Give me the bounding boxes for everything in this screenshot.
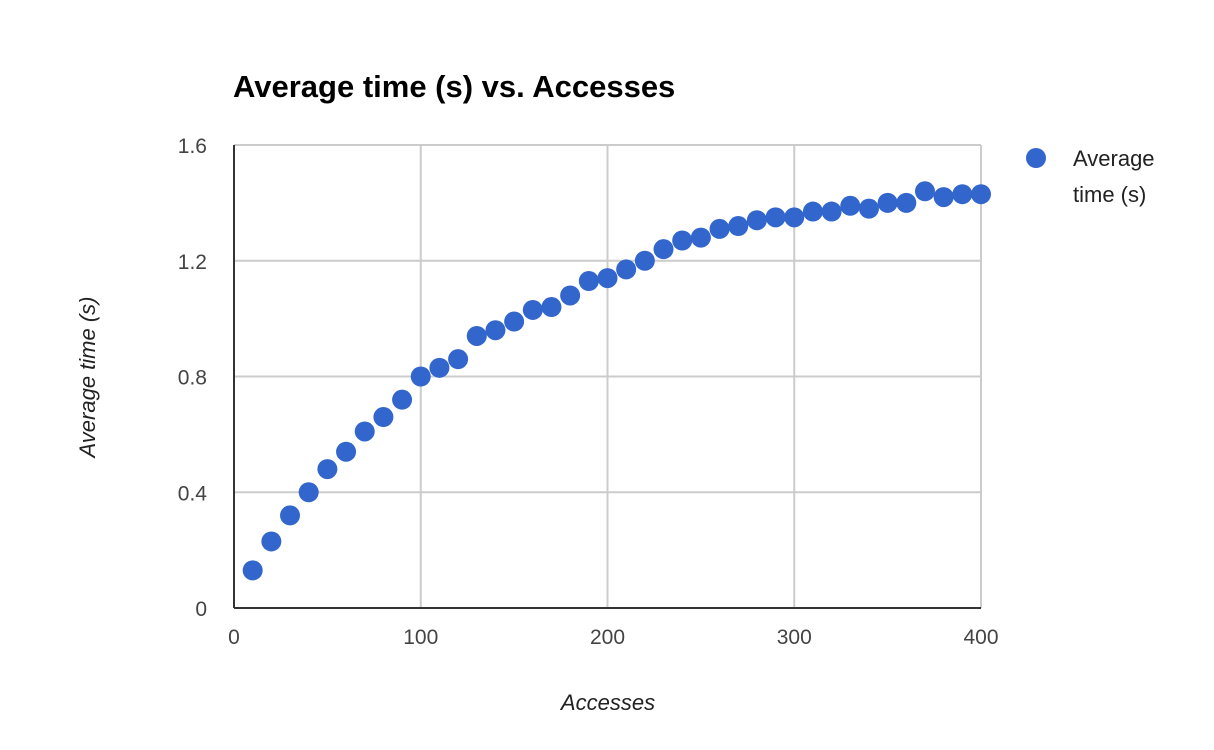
data-point <box>392 389 413 410</box>
data-point <box>448 349 469 370</box>
data-point <box>485 320 506 341</box>
data-point <box>971 184 991 205</box>
legend-marker <box>1026 148 1046 168</box>
data-point <box>261 531 282 552</box>
data-point <box>298 482 319 503</box>
tick-labels: 0 100 200 300 400 0 0.4 0.8 1.2 1.6 <box>178 135 999 649</box>
data-points <box>242 181 991 581</box>
legend-label-line-2: time (s) <box>1073 182 1146 207</box>
x-tick-label: 400 <box>963 626 998 649</box>
data-point <box>541 297 562 318</box>
data-point <box>653 239 674 260</box>
axes <box>233 145 981 609</box>
data-point <box>429 357 450 378</box>
data-point <box>952 184 973 205</box>
y-axis-title: Average time (s) <box>75 297 100 460</box>
data-point <box>690 227 711 248</box>
data-point <box>933 187 954 208</box>
y-tick-label: 0 <box>195 598 207 621</box>
chart-title: Average time (s) vs. Accesses <box>233 69 675 104</box>
data-point <box>709 218 730 239</box>
data-point <box>504 311 525 332</box>
data-point <box>877 192 898 213</box>
x-tick-label: 200 <box>590 626 625 649</box>
data-point <box>522 299 543 320</box>
data-point <box>317 459 338 480</box>
y-tick-label: 0.8 <box>178 367 207 390</box>
x-tick-label: 100 <box>403 626 438 649</box>
data-point <box>373 407 394 428</box>
data-point <box>728 216 749 237</box>
data-point <box>634 250 655 271</box>
data-point <box>560 285 581 306</box>
legend: Average time (s) <box>1026 146 1155 207</box>
x-tick-label: 300 <box>777 626 812 649</box>
data-point <box>336 441 357 462</box>
y-tick-label: 1.2 <box>178 251 207 274</box>
data-point <box>802 201 823 222</box>
data-point <box>280 505 301 526</box>
data-point <box>616 259 637 280</box>
data-point <box>746 210 767 231</box>
data-point <box>466 325 487 346</box>
data-point <box>242 560 263 581</box>
data-point <box>858 198 879 219</box>
y-tick-label: 1.6 <box>178 135 207 158</box>
x-axis-title: Accesses <box>559 690 655 715</box>
data-point <box>840 195 861 216</box>
legend-label-line-1: Average <box>1073 146 1155 171</box>
data-point <box>410 366 431 387</box>
data-point <box>896 192 917 213</box>
data-point <box>672 230 693 251</box>
data-point <box>578 271 599 292</box>
y-tick-label: 0.4 <box>178 482 208 505</box>
data-point <box>914 181 935 202</box>
data-point <box>784 207 805 228</box>
x-tick-label: 0 <box>228 626 240 649</box>
data-point <box>597 268 618 289</box>
data-point <box>765 207 786 228</box>
data-point <box>354 421 375 442</box>
data-point <box>821 201 842 222</box>
